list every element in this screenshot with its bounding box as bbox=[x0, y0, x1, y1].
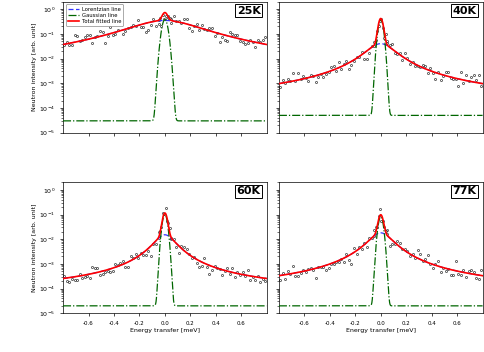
Text: 40K: 40K bbox=[452, 6, 475, 16]
X-axis label: Energy transfer [meV]: Energy transfer [meV] bbox=[345, 328, 415, 333]
Y-axis label: Neutron intensity [arb. unit]: Neutron intensity [arb. unit] bbox=[32, 203, 37, 292]
Text: 25K: 25K bbox=[236, 6, 260, 16]
Text: 60K: 60K bbox=[236, 186, 260, 196]
Text: 77K: 77K bbox=[452, 186, 475, 196]
Y-axis label: Neutron intensity [arb. unit]: Neutron intensity [arb. unit] bbox=[32, 23, 37, 112]
Legend: Lorentzian line, Gaussian line, Total fitted line: Lorentzian line, Gaussian line, Total fi… bbox=[65, 4, 123, 26]
X-axis label: Energy transfer [meV]: Energy transfer [meV] bbox=[130, 328, 199, 333]
